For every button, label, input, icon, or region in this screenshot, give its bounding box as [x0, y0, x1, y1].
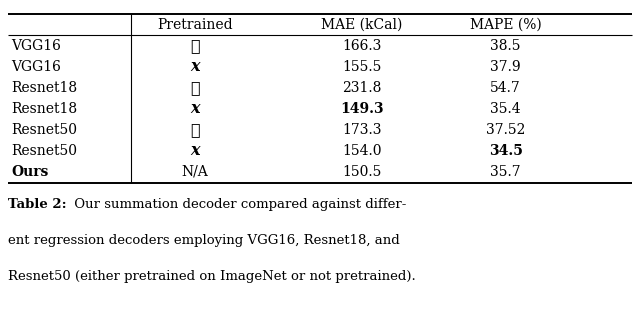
Text: MAE (kCal): MAE (kCal) — [321, 17, 403, 32]
Text: 173.3: 173.3 — [342, 123, 381, 137]
Text: Ours: Ours — [11, 165, 48, 179]
Text: Resnet18: Resnet18 — [11, 102, 77, 116]
Text: 150.5: 150.5 — [342, 165, 381, 179]
Text: ✓: ✓ — [190, 37, 200, 54]
Text: 38.5: 38.5 — [490, 39, 521, 53]
Text: Table 2:: Table 2: — [8, 198, 67, 211]
Text: 34.5: 34.5 — [489, 144, 522, 158]
Text: VGG16: VGG16 — [11, 60, 61, 74]
Text: 154.0: 154.0 — [342, 144, 381, 158]
Text: N/A: N/A — [182, 165, 209, 179]
Text: 37.52: 37.52 — [486, 123, 525, 137]
Text: x: x — [191, 58, 200, 75]
Text: MAPE (%): MAPE (%) — [470, 17, 541, 32]
Text: 54.7: 54.7 — [490, 81, 521, 95]
Text: ✓: ✓ — [190, 79, 200, 96]
Text: 149.3: 149.3 — [340, 102, 383, 116]
Text: x: x — [191, 143, 200, 159]
Text: ent regression decoders employing VGG16, Resnet18, and: ent regression decoders employing VGG16,… — [8, 234, 399, 247]
Text: ✓: ✓ — [190, 121, 200, 138]
Text: Our summation decoder compared against differ-: Our summation decoder compared against d… — [70, 198, 407, 211]
Text: 35.4: 35.4 — [490, 102, 521, 116]
Text: 231.8: 231.8 — [342, 81, 381, 95]
Text: 155.5: 155.5 — [342, 60, 381, 74]
Text: 35.7: 35.7 — [490, 165, 521, 179]
Text: 37.9: 37.9 — [490, 60, 521, 74]
Text: Resnet50: Resnet50 — [11, 123, 77, 137]
Text: Resnet50: Resnet50 — [11, 144, 77, 158]
Text: Pretrained: Pretrained — [157, 17, 233, 32]
Text: x: x — [191, 100, 200, 117]
Text: VGG16: VGG16 — [11, 39, 61, 53]
Text: 166.3: 166.3 — [342, 39, 381, 53]
Text: Resnet50 (either pretrained on ImageNet or not pretrained).: Resnet50 (either pretrained on ImageNet … — [8, 270, 415, 283]
Text: Resnet18: Resnet18 — [11, 81, 77, 95]
